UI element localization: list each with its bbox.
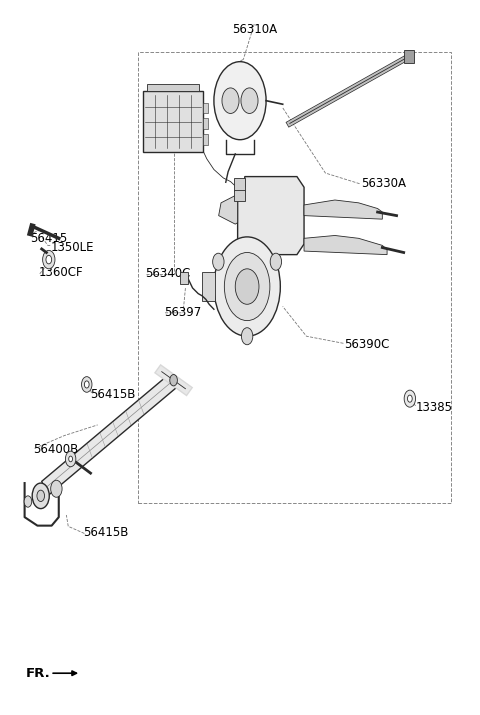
Circle shape bbox=[43, 250, 55, 269]
Text: 56310A: 56310A bbox=[232, 23, 277, 36]
Bar bbox=[147, 84, 199, 92]
Bar bbox=[404, 50, 414, 63]
Text: 56340C: 56340C bbox=[145, 267, 191, 280]
Bar bbox=[180, 272, 188, 285]
Polygon shape bbox=[304, 200, 383, 220]
Circle shape bbox=[270, 253, 282, 270]
Text: FR.: FR. bbox=[25, 666, 50, 680]
Circle shape bbox=[408, 395, 412, 403]
Circle shape bbox=[222, 88, 239, 114]
Text: 13385: 13385 bbox=[416, 400, 453, 414]
Circle shape bbox=[170, 375, 178, 386]
Circle shape bbox=[235, 269, 259, 305]
Circle shape bbox=[214, 237, 280, 336]
Circle shape bbox=[213, 253, 224, 270]
Bar bbox=[234, 190, 245, 202]
Bar bbox=[143, 92, 204, 152]
Text: 56330A: 56330A bbox=[361, 177, 406, 190]
Text: 56415B: 56415B bbox=[91, 388, 136, 401]
Polygon shape bbox=[238, 177, 304, 255]
Bar bbox=[204, 134, 208, 144]
Text: 56415B: 56415B bbox=[84, 526, 129, 539]
Bar bbox=[204, 103, 208, 114]
Circle shape bbox=[24, 495, 32, 507]
Circle shape bbox=[84, 381, 89, 388]
Polygon shape bbox=[304, 235, 387, 255]
Circle shape bbox=[214, 61, 266, 139]
Circle shape bbox=[404, 390, 416, 407]
Text: 1350LE: 1350LE bbox=[50, 241, 94, 254]
Circle shape bbox=[241, 88, 258, 114]
Text: 1360CF: 1360CF bbox=[38, 266, 83, 279]
Polygon shape bbox=[219, 194, 238, 224]
Circle shape bbox=[32, 483, 49, 508]
Text: 56390C: 56390C bbox=[344, 338, 390, 351]
Circle shape bbox=[82, 377, 92, 393]
Circle shape bbox=[69, 456, 72, 462]
Bar bbox=[234, 178, 245, 191]
Bar bbox=[138, 52, 451, 503]
Circle shape bbox=[37, 490, 45, 501]
Bar bbox=[202, 272, 216, 301]
Circle shape bbox=[46, 255, 52, 264]
Circle shape bbox=[224, 252, 270, 320]
Circle shape bbox=[241, 327, 253, 345]
Circle shape bbox=[65, 451, 76, 467]
Text: 56415: 56415 bbox=[30, 232, 68, 245]
Bar bbox=[204, 119, 208, 129]
Text: 56400B: 56400B bbox=[34, 443, 79, 456]
Circle shape bbox=[51, 480, 62, 497]
Text: 56397: 56397 bbox=[164, 306, 201, 320]
Polygon shape bbox=[42, 373, 176, 496]
